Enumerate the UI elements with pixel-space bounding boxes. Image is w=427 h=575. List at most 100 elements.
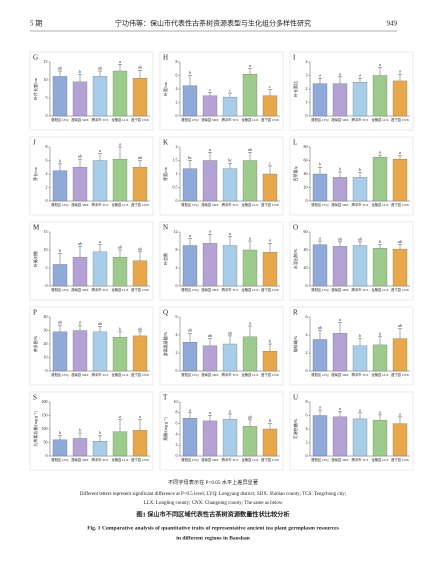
error-bar bbox=[78, 158, 82, 168]
bar bbox=[372, 75, 388, 117]
panel-frame bbox=[159, 221, 284, 301]
significance-letter: a bbox=[209, 410, 211, 415]
error-bar bbox=[208, 415, 212, 421]
significance-letter: ab bbox=[118, 244, 122, 249]
x-tick-label: 腾冲市 TCS bbox=[352, 287, 369, 292]
y-tick-label: 2 bbox=[176, 350, 178, 355]
error-bar bbox=[228, 92, 232, 98]
bar bbox=[222, 96, 238, 117]
y-axis-label: 芽宽/cm bbox=[162, 166, 168, 181]
significance-letter: a bbox=[209, 147, 211, 152]
error-bar bbox=[338, 241, 342, 247]
bar bbox=[372, 248, 388, 287]
error-bar bbox=[208, 152, 212, 161]
y-tick-label: 8 bbox=[176, 59, 178, 64]
y-tick-label: 6 bbox=[176, 72, 178, 77]
y-tick-label: 5 bbox=[46, 95, 48, 100]
y-axis-label: 叶宽/cm bbox=[162, 81, 168, 96]
x-tick-label: 龙陵县 LLX bbox=[371, 372, 389, 377]
panel-label: P bbox=[33, 309, 37, 317]
y-axis-label: 游离氨基酸/% bbox=[162, 331, 168, 356]
bar bbox=[222, 168, 238, 202]
y-tick-label: 40 bbox=[44, 314, 48, 319]
x-tick-label: 施甸县 SDX bbox=[331, 202, 349, 207]
error-bar bbox=[398, 244, 402, 250]
y-tick-label: 40 bbox=[304, 171, 308, 176]
x-tick-label: 腾冲市 TCS bbox=[222, 117, 239, 122]
bar bbox=[72, 257, 88, 287]
significance-letter: a bbox=[359, 407, 361, 412]
error-bar bbox=[268, 165, 272, 174]
x-tick-label: 龙陵县 LLX bbox=[371, 117, 389, 122]
significance-letter: b bbox=[79, 69, 81, 74]
bar bbox=[222, 343, 238, 372]
significance-letter: b bbox=[359, 167, 361, 172]
bar bbox=[132, 78, 148, 117]
x-tick-label: 腾冲市 TCS bbox=[352, 202, 369, 207]
error-bar bbox=[188, 160, 192, 169]
panel-frame bbox=[29, 306, 154, 386]
panel-frame bbox=[289, 221, 414, 301]
significance-letter: c bbox=[209, 87, 211, 92]
significance-letter: b bbox=[189, 70, 191, 75]
significance-letter: a bbox=[79, 320, 81, 325]
bar bbox=[182, 342, 198, 372]
panel-label: H bbox=[163, 54, 168, 62]
bar bbox=[352, 245, 368, 287]
panel-label: U bbox=[293, 394, 298, 402]
x-tick-label: 龙陵县 LLX bbox=[241, 202, 259, 207]
error-bar bbox=[248, 68, 252, 75]
error-bar bbox=[78, 324, 82, 331]
panel-frame bbox=[289, 391, 414, 471]
significance-letter: ab bbox=[58, 65, 62, 70]
y-tick-label: 4 bbox=[176, 265, 178, 270]
y-tick-label: 4 bbox=[176, 86, 178, 91]
error-bar bbox=[228, 236, 232, 246]
panel-label: N bbox=[163, 224, 168, 232]
panel-frame bbox=[159, 51, 284, 131]
x-tick-label: 隆阳区 LYQ bbox=[181, 372, 199, 377]
error-bar bbox=[318, 240, 322, 245]
error-bar bbox=[268, 89, 272, 96]
x-tick-label: 施甸县 SDX bbox=[201, 117, 219, 122]
x-tick-label: 龙陵县 LLX bbox=[241, 117, 259, 122]
y-axis-label: 百芽重/g bbox=[292, 166, 298, 181]
bar bbox=[182, 85, 198, 117]
bar bbox=[262, 173, 278, 202]
x-tick-label: 昌宁县 CNX bbox=[261, 117, 279, 122]
bar bbox=[372, 156, 388, 202]
significance-letter: ab bbox=[138, 65, 142, 70]
significance-letter: b bbox=[59, 158, 61, 163]
bar bbox=[242, 336, 258, 372]
error-bar bbox=[138, 70, 142, 79]
error-bar bbox=[358, 338, 362, 346]
significance-letter: ab bbox=[208, 333, 212, 338]
error-bar bbox=[58, 253, 62, 265]
y-tick-label: 12 bbox=[174, 229, 178, 234]
significance-letter: a bbox=[399, 69, 401, 74]
x-tick-label: 施甸县 SDX bbox=[71, 372, 89, 377]
bar bbox=[72, 167, 88, 202]
bar bbox=[202, 160, 218, 202]
y-tick-label: 5 bbox=[46, 265, 48, 270]
y-tick-label: 6 bbox=[176, 421, 178, 426]
significance-letter: a bbox=[99, 239, 101, 244]
x-tick-label: 隆阳区 LYQ bbox=[311, 287, 329, 292]
y-tick-label: 0 bbox=[176, 453, 178, 458]
significance-letter: a bbox=[319, 405, 321, 410]
y-tick-label: 10 bbox=[44, 77, 48, 82]
y-tick-label: 4 bbox=[176, 332, 178, 337]
x-tick-label: 腾冲市 TCS bbox=[352, 457, 369, 462]
x-tick-label: 龙陵县 LLX bbox=[371, 287, 389, 292]
bar bbox=[92, 251, 108, 287]
y-tick-label: 2 bbox=[46, 184, 48, 189]
bar bbox=[242, 426, 258, 457]
bar bbox=[72, 81, 88, 117]
significance-letter: a bbox=[379, 409, 381, 414]
bar bbox=[312, 244, 328, 287]
y-tick-label: 0 bbox=[306, 113, 308, 118]
bar bbox=[52, 170, 68, 202]
error-bar bbox=[268, 423, 272, 429]
significance-letter: a bbox=[379, 150, 381, 155]
bar bbox=[182, 418, 198, 457]
